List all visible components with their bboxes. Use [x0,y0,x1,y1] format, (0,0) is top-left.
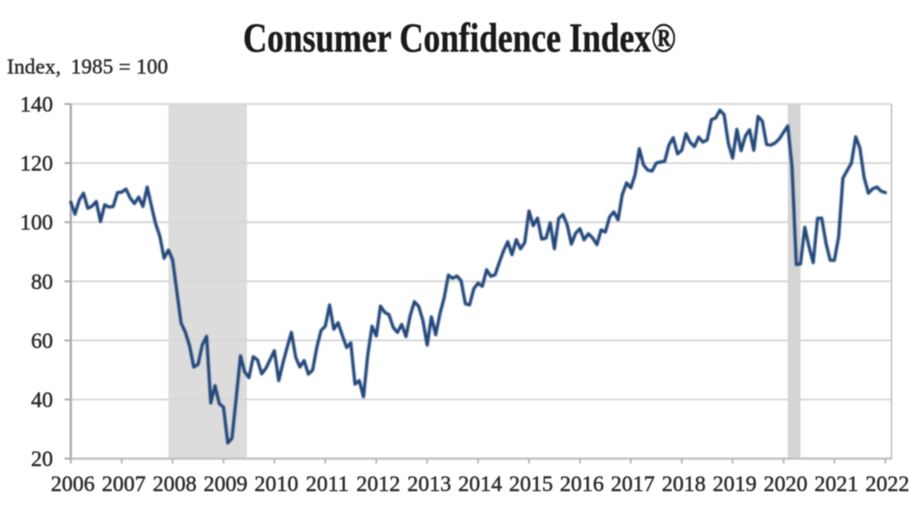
svg-text:2008: 2008 [153,471,197,496]
svg-text:2022: 2022 [865,471,909,496]
svg-text:2017: 2017 [611,471,655,496]
svg-text:2013: 2013 [407,471,451,496]
svg-text:2010: 2010 [254,471,298,496]
svg-text:2007: 2007 [102,471,146,496]
svg-text:120: 120 [20,151,53,176]
svg-text:Consumer Confidence Index®: Consumer Confidence Index® [243,15,676,61]
svg-text:2020: 2020 [764,471,808,496]
svg-text:2012: 2012 [356,471,400,496]
svg-text:140: 140 [20,92,53,117]
svg-text:40: 40 [31,387,53,412]
svg-text:60: 60 [31,328,53,353]
svg-text:2006: 2006 [51,471,95,496]
svg-text:2014: 2014 [458,471,502,496]
svg-text:80: 80 [31,269,53,294]
svg-text:2009: 2009 [204,471,248,496]
svg-text:2021: 2021 [814,471,858,496]
svg-text:2018: 2018 [662,471,706,496]
svg-text:2011: 2011 [306,471,349,496]
svg-text:2015: 2015 [509,471,553,496]
svg-text:2016: 2016 [560,471,604,496]
svg-text:100: 100 [20,210,53,235]
svg-text:Index, 1985 = 100: Index, 1985 = 100 [7,55,168,79]
svg-text:2019: 2019 [713,471,757,496]
svg-text:20: 20 [31,446,53,471]
